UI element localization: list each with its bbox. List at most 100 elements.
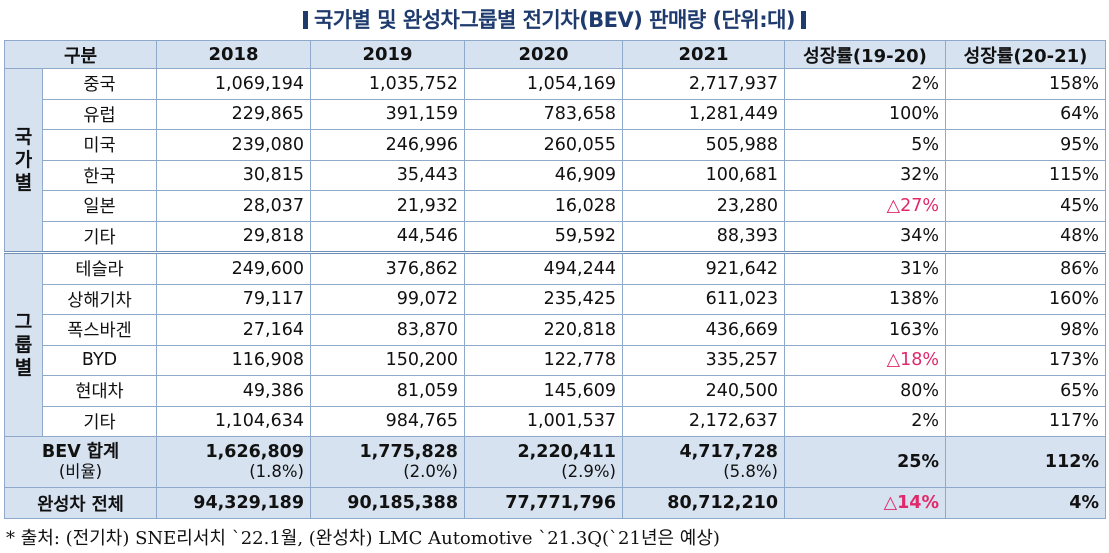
row-label: 한국 (42, 159, 157, 191)
bev-sum-ratio: (2.9%) (561, 462, 616, 481)
cell-v2020: 59,592 (464, 220, 623, 253)
cell-g2: 64% (945, 98, 1106, 130)
cell-g1: △18% (784, 344, 946, 376)
total-label: 완성차 전체 (4, 487, 157, 519)
table-row: 폭스바겐 27,164 83,870 220,818 436,669 163% 98% (5, 314, 1106, 346)
cell-v2018: 27,164 (156, 314, 311, 346)
cell-v2021: 100,681 (622, 159, 785, 191)
table-row: 미국 239,080 246,996 260,055 505,988 5% 95% (5, 129, 1106, 161)
cell-g2: 160% (945, 283, 1106, 315)
cell-v2021: 2,172,637 (622, 405, 785, 437)
bev-sum-cell-2021: 4,717,728 (5.8%) (622, 436, 785, 488)
title-text: 국가별 및 완성차그룹별 전기차(BEV) 판매량 (단위:대) (313, 8, 796, 32)
header-2019: 2019 (310, 40, 465, 69)
total-row: 완성차 전체 94,329,189 90,185,388 77,771,796 80,7… (4, 487, 1106, 519)
group-label-char: 그 (14, 310, 33, 333)
cell-g1: 80% (784, 375, 946, 407)
header-category: 구분 (4, 40, 157, 69)
cell-v2020: 235,425 (464, 283, 623, 315)
cell-v2020: 220,818 (464, 314, 623, 346)
cell-v2020: 783,658 (464, 98, 623, 130)
cell-v2019: 83,870 (310, 314, 465, 346)
cell-g1: 31% (784, 251, 946, 285)
cell-v2019: 1,035,752 (310, 68, 465, 100)
cell-v2018: 30,815 (156, 159, 311, 191)
cell-g1: 100% (784, 98, 946, 130)
table-row: 그 룹 별 테슬라 249,600 376,862 494,244 921,642 31% 86% (4, 251, 1106, 437)
table-row: 기타 29,818 44,546 59,592 88,393 34% 48% (5, 220, 1106, 253)
total-cell-v2018: 94,329,189 (156, 487, 311, 519)
group-label-char: 별 (14, 171, 33, 194)
table-row: 일본 28,037 21,932 16,028 23,280 △27% 45% (5, 190, 1106, 222)
cell-g1: 138% (784, 283, 946, 315)
cell-v2019: 150,200 (310, 344, 465, 376)
cell-v2018: 1,104,634 (156, 405, 311, 437)
cell-v2018: 28,037 (156, 190, 311, 222)
bev-sum-ratio: (1.8%) (249, 462, 304, 481)
table-row: 기타 1,104,634 984,765 1,001,537 2,172,637 2% 11… (5, 405, 1106, 437)
table-row: BYD 116,908 150,200 122,778 335,257 △18% 173% (5, 344, 1106, 376)
cell-v2020: 494,244 (464, 251, 623, 285)
row-label: 기타 (42, 405, 157, 437)
page-title: 국가별 및 완성차그룹별 전기차(BEV) 판매량 (단위:대) (0, 4, 1109, 36)
title-bar-left (302, 11, 308, 29)
row-label: 폭스바겐 (42, 314, 157, 346)
cell-v2021: 2,717,937 (622, 68, 785, 100)
cell-v2020: 16,028 (464, 190, 623, 222)
bev-sum-cell-2019: 1,775,828 (2.0%) (310, 436, 465, 488)
total-cell-g1: △14% (784, 487, 946, 519)
cell-g1: 32% (784, 159, 946, 191)
cell-v2021: 1,281,449 (622, 98, 785, 130)
title-bar-right (801, 11, 807, 29)
row-label: 상해기차 (42, 283, 157, 315)
cell-v2018: 49,386 (156, 375, 311, 407)
cell-v2019: 391,159 (310, 98, 465, 130)
cell-v2018: 249,600 (156, 251, 311, 285)
cell-g1: 5% (784, 129, 946, 161)
bev-sum-cell-2018: 1,626,809 (1.8%) (156, 436, 311, 488)
cell-v2018: 1,069,194 (156, 68, 311, 100)
row-label: 중국 (42, 68, 157, 100)
cell-v2021: 611,023 (622, 283, 785, 315)
bev-sum-ratio: (5.8%) (723, 462, 778, 481)
total-cell-g2: 4% (945, 487, 1106, 519)
cell-v2021: 335,257 (622, 344, 785, 376)
cell-v2019: 376,862 (310, 251, 465, 285)
group-label-char: 국 (14, 125, 33, 148)
bev-sum-value: 1,775,828 (359, 442, 458, 462)
cell-v2020: 1,001,537 (464, 405, 623, 437)
row-label: 유럽 (42, 98, 157, 130)
cell-g1: 2% (784, 68, 946, 100)
row-label: 현대차 (42, 375, 157, 407)
cell-v2021: 436,669 (622, 314, 785, 346)
cell-v2020: 260,055 (464, 129, 623, 161)
total-cell-v2019: 90,185,388 (310, 487, 465, 519)
header-2021: 2021 (622, 40, 785, 69)
cell-v2021: 921,642 (622, 251, 785, 285)
footnote: * 출처: (전기차) SNE리서치 `22.1월, (완성차) LMC Aut… (6, 528, 720, 549)
table-row: 상해기차 79,117 99,072 235,425 611,023 138% 160% (5, 283, 1106, 315)
cell-v2021: 88,393 (622, 220, 785, 253)
group-label-char: 별 (14, 356, 33, 379)
cell-g2: 98% (945, 314, 1106, 346)
row-label: 일본 (42, 190, 157, 222)
row-label: 미국 (42, 129, 157, 161)
table-row: 국 가 별 중국 1,069,194 1,035,752 1,054,169 2,717,93… (4, 68, 1106, 253)
cell-v2018: 29,818 (156, 220, 311, 253)
table-row: 현대차 49,386 81,059 145,609 240,500 80% 65% (5, 375, 1106, 407)
cell-g2: 117% (945, 405, 1106, 437)
cell-v2018: 79,117 (156, 283, 311, 315)
cell-g2: 158% (945, 68, 1106, 100)
cell-v2020: 122,778 (464, 344, 623, 376)
cell-v2018: 229,865 (156, 98, 311, 130)
bev-sum-value: 1,626,809 (205, 442, 304, 462)
cell-g2: 86% (945, 251, 1106, 285)
bev-sum-title: BEV 합계 (41, 442, 120, 462)
cell-g2: 45% (945, 190, 1106, 222)
table-row: 유럽 229,865 391,159 783,658 1,281,449 100% 64% (5, 98, 1106, 130)
cell-g2: 48% (945, 220, 1106, 253)
total-cell-v2021: 80,712,210 (622, 487, 785, 519)
cell-g2: 115% (945, 159, 1106, 191)
